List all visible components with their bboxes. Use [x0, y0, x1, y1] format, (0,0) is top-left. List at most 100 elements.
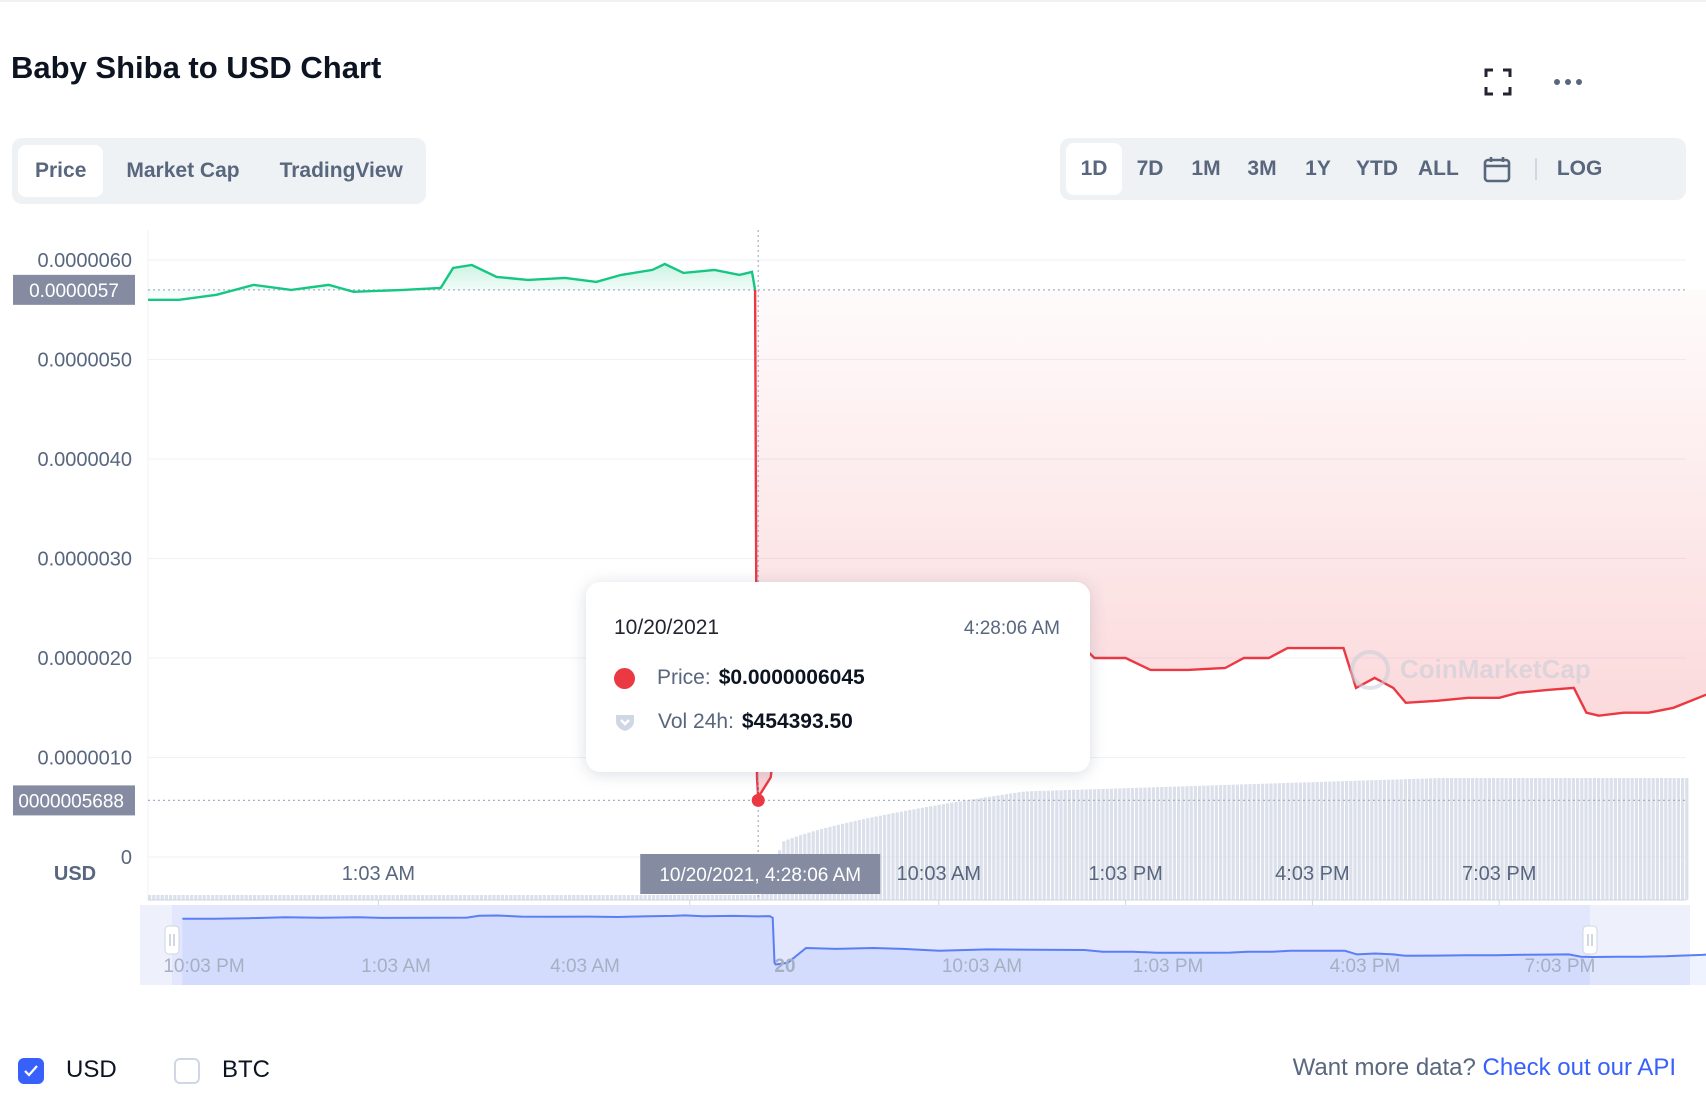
volume-bar: [1479, 778, 1483, 900]
check-icon: [24, 1065, 38, 1077]
volume-bar: [946, 803, 950, 900]
btc-checkbox[interactable]: [174, 1058, 200, 1084]
volume-bar: [341, 895, 345, 900]
btc-checkbox-label: BTC: [222, 1056, 270, 1083]
x-tick-label: 4:03 PM: [1275, 863, 1349, 885]
volume-bar: [631, 895, 635, 900]
volume-bar: [479, 895, 483, 900]
volume-bar: [1202, 785, 1206, 900]
tab-market-cap[interactable]: Market Cap: [126, 159, 240, 182]
volume-bar: [513, 895, 517, 900]
volume-bar: [1135, 787, 1139, 900]
volume-bar: [895, 812, 899, 900]
volume-bar: [1651, 778, 1655, 900]
tooltip-volume-label: Vol 24h:: [658, 710, 734, 733]
volume-bar: [1550, 778, 1554, 900]
volume-bar: [1067, 789, 1071, 900]
volume-bar: [517, 895, 521, 900]
volume-bar: [278, 895, 282, 900]
navigator-left-handle[interactable]: [164, 925, 180, 955]
tooltip-time: 4:28:06 AM: [963, 618, 1060, 639]
volume-bar: [190, 895, 194, 900]
navigator-right-handle[interactable]: [1582, 925, 1598, 955]
volume-bar: [971, 799, 975, 900]
y-tick-label: 0: [121, 847, 132, 869]
date-picker-button[interactable]: [1469, 143, 1525, 195]
volume-bar: [584, 895, 588, 900]
volume-bar: [269, 895, 273, 900]
usd-checkbox[interactable]: [18, 1058, 44, 1084]
range-1d[interactable]: 1D: [1066, 143, 1122, 195]
tooltip-volume-row: Vol 24h: $454393.50: [614, 710, 853, 734]
volume-bar: [1609, 778, 1613, 900]
volume-bar: [160, 895, 164, 900]
navigator-line: [182, 914, 1706, 966]
volume-bar: [1055, 790, 1059, 900]
volume-bar: [1206, 785, 1210, 900]
tab-tradingview[interactable]: TradingView: [279, 159, 403, 182]
volume-bar: [1529, 778, 1533, 900]
volume-bar: [1403, 779, 1407, 900]
volume-bar: [710, 895, 714, 900]
volume-bar: [983, 797, 987, 900]
volume-bar: [731, 895, 735, 900]
volume-bar: [265, 895, 269, 900]
range-1y[interactable]: 1Y: [1305, 157, 1331, 180]
volume-bar: [173, 895, 177, 900]
volume-bar: [1399, 779, 1403, 900]
volume-bar: [1664, 778, 1668, 900]
volume-bar: [1097, 789, 1101, 900]
volume-bar: [370, 895, 374, 900]
volume-bar: [1021, 791, 1025, 900]
volume-bar: [1088, 789, 1092, 900]
volume-bar: [1508, 778, 1512, 900]
tab-price[interactable]: Price: [18, 145, 104, 197]
log-scale-toggle[interactable]: LOG: [1556, 157, 1603, 180]
volume-bar: [379, 895, 383, 900]
volume-bar: [1395, 779, 1399, 900]
volume-bar: [261, 895, 265, 900]
volume-bar: [332, 895, 336, 900]
volume-bar: [660, 895, 664, 900]
volume-bar: [878, 815, 882, 900]
volume-bar: [899, 811, 903, 900]
volume-bar: [1378, 779, 1382, 900]
volume-bar: [1412, 778, 1416, 900]
volume-bar: [694, 895, 698, 900]
volume-bar: [1458, 778, 1462, 900]
volume-bar: [1307, 782, 1311, 900]
tooltip-price-value: $0.0000006045: [718, 666, 865, 689]
api-link[interactable]: Check out our API: [1482, 1054, 1676, 1081]
volume-bar: [1164, 786, 1168, 900]
volume-bar: [1261, 783, 1265, 900]
range-all[interactable]: ALL: [1418, 157, 1459, 180]
volume-bar: [1332, 781, 1336, 900]
volume-bar: [958, 801, 962, 900]
volume-bar: [442, 895, 446, 900]
volume-bar: [1391, 779, 1395, 900]
range-ytd[interactable]: YTD: [1356, 157, 1398, 180]
volume-bar: [1580, 778, 1584, 900]
volume-bar: [1030, 791, 1034, 900]
volume-bar: [1093, 789, 1097, 900]
volume-bar: [614, 895, 618, 900]
range-7d[interactable]: 7D: [1136, 157, 1164, 180]
volume-bar: [668, 895, 672, 900]
volume-bar: [290, 895, 294, 900]
volume-bar: [1450, 778, 1454, 900]
volume-bar: [496, 895, 500, 900]
volume-bar: [1660, 778, 1664, 900]
volume-bar: [1147, 787, 1151, 900]
volume-bar: [383, 895, 387, 900]
range-3m[interactable]: 3M: [1247, 157, 1277, 180]
y-tick-label: 0.0000040: [37, 449, 132, 471]
volume-bar: [1240, 784, 1244, 900]
volume-bar: [689, 895, 693, 900]
fullscreen-button[interactable]: [1476, 60, 1520, 104]
price-chart[interactable]: 0.0000060 0.0000050 0.0000040 0.0000030 0.00…: [0, 220, 1706, 1040]
more-options-button[interactable]: [1546, 60, 1590, 104]
volume-bar: [500, 895, 504, 900]
volume-bar: [618, 895, 622, 900]
volume-bar: [954, 802, 958, 900]
range-1m[interactable]: 1M: [1191, 157, 1221, 180]
